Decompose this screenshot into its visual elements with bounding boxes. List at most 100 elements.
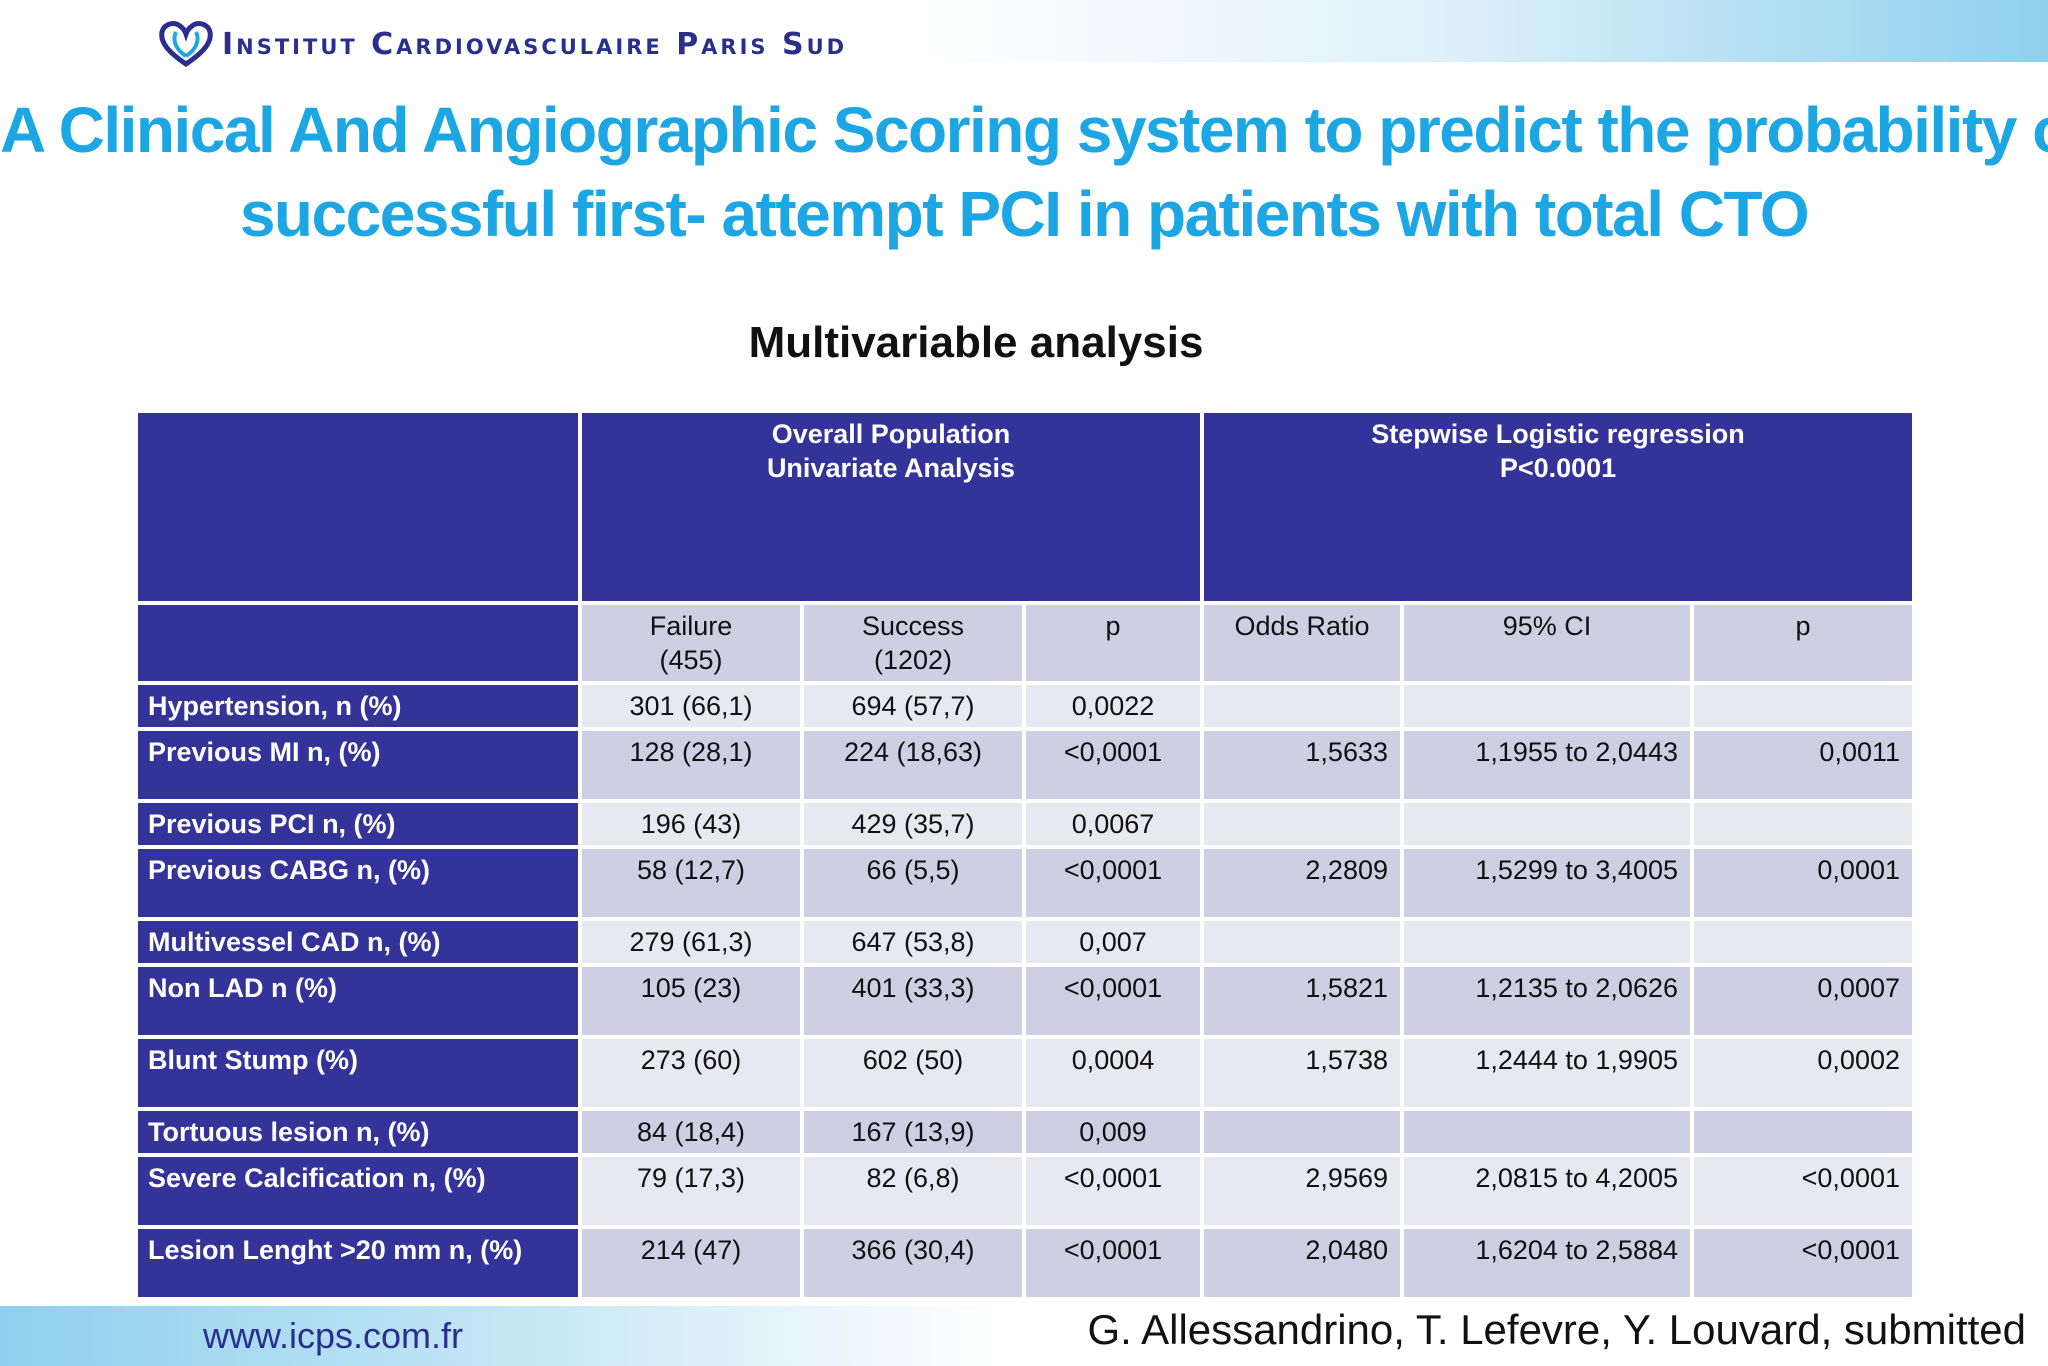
- cell-odds-ratio: 1,5633: [1204, 731, 1400, 799]
- cell-failure: 196 (43): [582, 803, 800, 845]
- cell-odds-ratio: 1,5821: [1204, 967, 1400, 1035]
- table-row: Non LAD n (%) 105 (23) 401 (33,3) <0,0001 1,…: [138, 967, 1912, 1035]
- group-header-logistic: Stepwise Logistic regression P<0.0001: [1204, 413, 1912, 601]
- table-row: Tortuous lesion n, (%) 84 (18,4) 167 (13,9…: [138, 1111, 1912, 1153]
- group-header-row: Overall Population Univariate Analysis S…: [138, 413, 1912, 601]
- cell-p-univariate: <0,0001: [1026, 1229, 1200, 1297]
- footer-citation: G. Allessandrino, T. Lefevre, Y. Louvard…: [1087, 1306, 2026, 1353]
- cell-success: 401 (33,3): [804, 967, 1022, 1035]
- table-row: Lesion Lenght >20 mm n, (%) 214 (47) 366 (…: [138, 1229, 1912, 1297]
- title-line-1: A Clinical And Angiographic Scoring syst…: [0, 94, 2048, 166]
- group2-line1: Stepwise Logistic regression: [1371, 419, 1745, 449]
- cell-odds-ratio: 2,2809: [1204, 849, 1400, 917]
- cell-odds-ratio: 2,9569: [1204, 1157, 1400, 1225]
- cell-ci: 1,2444 to 1,9905: [1404, 1039, 1690, 1107]
- cell-success: 694 (57,7): [804, 685, 1022, 727]
- bottom-banner: [0, 1306, 1000, 1366]
- cell-p-logistic: 0,0007: [1694, 967, 1912, 1035]
- cell-p-univariate: <0,0001: [1026, 1157, 1200, 1225]
- cell-p-logistic: 0,0001: [1694, 849, 1912, 917]
- cell-failure: 79 (17,3): [582, 1157, 800, 1225]
- institute-logo: Institut Cardiovasculaire Paris Sud: [158, 20, 847, 68]
- col-failure: Failure (455): [582, 605, 800, 681]
- row-label: Multivessel CAD n, (%): [138, 921, 578, 963]
- cell-failure: 273 (60): [582, 1039, 800, 1107]
- section-subtitle: Multivariable analysis: [748, 318, 1204, 367]
- row-label: Blunt Stump (%): [138, 1039, 578, 1107]
- cell-failure: 214 (47): [582, 1229, 800, 1297]
- col-failure-line2: (455): [659, 645, 723, 675]
- cell-failure: 58 (12,7): [582, 849, 800, 917]
- cell-success: 602 (50): [804, 1039, 1022, 1107]
- cell-success: 167 (13,9): [804, 1111, 1022, 1153]
- top-banner: [0, 0, 2048, 62]
- cell-p-univariate: <0,0001: [1026, 967, 1200, 1035]
- heart-logo-icon: [159, 21, 213, 68]
- col-p-univariate: p: [1026, 605, 1200, 681]
- cell-success: 82 (6,8): [804, 1157, 1022, 1225]
- cell-p-logistic: [1694, 1111, 1912, 1153]
- cell-failure: 279 (61,3): [582, 921, 800, 963]
- col-ci: 95% CI: [1404, 605, 1690, 681]
- slide-title: A Clinical And Angiographic Scoring syst…: [0, 88, 2048, 256]
- row-label: Hypertension, n (%): [138, 685, 578, 727]
- col-success-line2: (1202): [873, 645, 953, 675]
- cell-p-logistic: [1694, 803, 1912, 845]
- row-label: Tortuous lesion n, (%): [138, 1111, 578, 1153]
- row-label: Non LAD n (%): [138, 967, 578, 1035]
- cell-p-univariate: 0,0004: [1026, 1039, 1200, 1107]
- cell-success: 366 (30,4): [804, 1229, 1022, 1297]
- cell-ci: 1,5299 to 3,4005: [1404, 849, 1690, 917]
- table-row: Blunt Stump (%) 273 (60) 602 (50) 0,0004 1,5…: [138, 1039, 1912, 1107]
- cell-odds-ratio: [1204, 685, 1400, 727]
- group2-line2: P<0.0001: [1499, 453, 1617, 483]
- cell-p-univariate: 0,009: [1026, 1111, 1200, 1153]
- multivariable-table: Overall Population Univariate Analysis S…: [134, 409, 1916, 1301]
- cell-ci: [1404, 921, 1690, 963]
- corner-cell: [138, 413, 578, 601]
- col-success-line1: Success: [861, 611, 965, 641]
- cell-p-logistic: 0,0011: [1694, 731, 1912, 799]
- row-label: Severe Calcification n, (%): [138, 1157, 578, 1225]
- column-header-row: Failure (455) Success (1202) p Odds Rati…: [138, 605, 1912, 681]
- cell-ci: [1404, 685, 1690, 727]
- cell-success: 224 (18,63): [804, 731, 1022, 799]
- cell-p-univariate: 0,007: [1026, 921, 1200, 963]
- cell-success: 66 (5,5): [804, 849, 1022, 917]
- cell-ci: 1,1955 to 2,0443: [1404, 731, 1690, 799]
- row-label: Previous CABG n, (%): [138, 849, 578, 917]
- cell-ci: 2,0815 to 4,2005: [1404, 1157, 1690, 1225]
- cell-p-logistic: <0,0001: [1694, 1229, 1912, 1297]
- cell-odds-ratio: 1,5738: [1204, 1039, 1400, 1107]
- table-row: Hypertension, n (%) 301 (66,1) 694 (57,7) 0…: [138, 685, 1912, 727]
- cell-p-logistic: [1694, 685, 1912, 727]
- cell-p-univariate: 0,0067: [1026, 803, 1200, 845]
- group1-line2: Univariate Analysis: [766, 453, 1016, 483]
- cell-ci: 1,2135 to 2,0626: [1404, 967, 1690, 1035]
- cell-success: 429 (35,7): [804, 803, 1022, 845]
- cell-p-logistic: [1694, 921, 1912, 963]
- table-row: Previous PCI n, (%) 196 (43) 429 (35,7) 0,0…: [138, 803, 1912, 845]
- cell-failure: 128 (28,1): [582, 731, 800, 799]
- row-label: Previous PCI n, (%): [138, 803, 578, 845]
- logo-text: Institut Cardiovasculaire Paris Sud: [222, 26, 848, 62]
- col-p-logistic: p: [1694, 605, 1912, 681]
- cell-p-univariate: <0,0001: [1026, 849, 1200, 917]
- col-success: Success (1202): [804, 605, 1022, 681]
- cell-p-univariate: <0,0001: [1026, 731, 1200, 799]
- column-header-corner: [138, 605, 578, 681]
- cell-odds-ratio: [1204, 803, 1400, 845]
- cell-failure: 301 (66,1): [582, 685, 800, 727]
- cell-failure: 84 (18,4): [582, 1111, 800, 1153]
- cell-ci: 1,6204 to 2,5884: [1404, 1229, 1690, 1297]
- col-failure-line1: Failure: [649, 611, 733, 641]
- table-row: Previous MI n, (%) 128 (28,1) 224 (18,63) <…: [138, 731, 1912, 799]
- table-row: Previous CABG n, (%) 58 (12,7) 66 (5,5) <0,…: [138, 849, 1912, 917]
- col-odds-ratio: Odds Ratio: [1204, 605, 1400, 681]
- title-line-2: successful first- attempt PCI in patient…: [239, 178, 1810, 250]
- cell-p-logistic: <0,0001: [1694, 1157, 1912, 1225]
- cell-odds-ratio: [1204, 1111, 1400, 1153]
- cell-ci: [1404, 1111, 1690, 1153]
- cell-odds-ratio: 2,0480: [1204, 1229, 1400, 1297]
- cell-odds-ratio: [1204, 921, 1400, 963]
